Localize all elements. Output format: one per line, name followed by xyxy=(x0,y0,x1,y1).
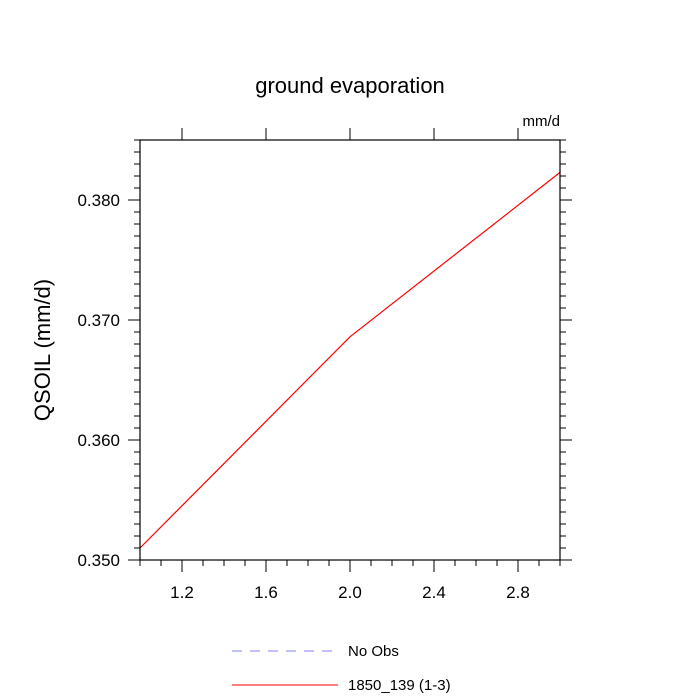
series-lines xyxy=(139,171,561,549)
x-tick-label: 1.2 xyxy=(170,583,194,602)
plot-frame xyxy=(139,139,561,561)
legend: No Obs 1850_139 (1-3) xyxy=(232,643,451,694)
legend-label: 1850_139 (1-3) xyxy=(348,677,451,694)
series-line xyxy=(139,171,561,549)
x-tick-label: 2.0 xyxy=(338,583,362,602)
x-tick-label: 1.6 xyxy=(254,583,278,602)
legend-label: No Obs xyxy=(348,643,399,660)
y-tick-label: 0.370 xyxy=(77,311,120,330)
y-tick-label: 0.380 xyxy=(77,191,120,210)
axis-ticks xyxy=(128,128,572,572)
y-tick-label: 0.360 xyxy=(77,431,120,450)
x-tick-label: 2.4 xyxy=(422,583,446,602)
y-axis-label: QSOIL (mm/d) xyxy=(30,279,55,421)
units-label: mm/d xyxy=(523,113,561,130)
x-tick-label: 2.8 xyxy=(506,583,530,602)
tick-labels: 1.2 1.6 2.0 2.4 2.8 0.350 0.360 0.370 0.380 xyxy=(77,191,529,602)
chart-title: ground evaporation xyxy=(255,73,445,98)
y-tick-label: 0.350 xyxy=(77,551,120,570)
